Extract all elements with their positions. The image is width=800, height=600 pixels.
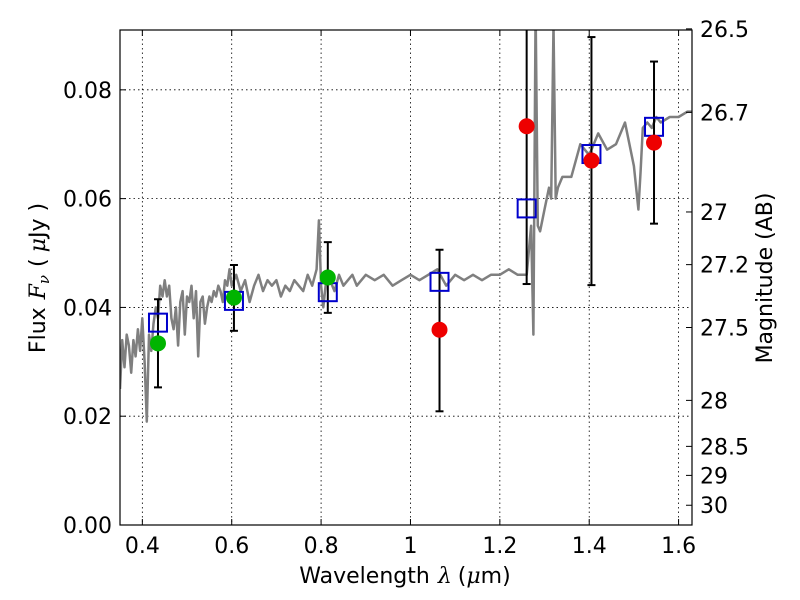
y-tick-label: 0.02 (63, 405, 112, 430)
observed-photometry-markers (149, 118, 663, 352)
magnitude-tick-label: 27 (700, 201, 728, 226)
magnitude-tick-label: 30 (700, 494, 728, 519)
y-tick-label: 0.08 (63, 79, 112, 104)
x-tick-label: 1.2 (482, 534, 517, 559)
red-data-point (518, 118, 535, 135)
green-data-point (225, 289, 242, 306)
green-data-point (319, 269, 336, 286)
magnitude-tick-label: 26.5 (700, 18, 749, 43)
red-data-point (646, 134, 663, 151)
magnitude-tick-label: 28 (700, 389, 728, 414)
y-tick-label: 0.06 (63, 188, 112, 213)
x-tick-label: 0.4 (125, 534, 160, 559)
y-tick-label: 0.04 (63, 296, 112, 321)
x-tick-label: 0.8 (304, 534, 339, 559)
magnitude-tick-label: 27.5 (700, 316, 749, 341)
magnitude-tick-label: 29 (700, 464, 728, 489)
x-axis-ticks: 0.4 0.6 0.8 1 1.2 1.4 1.6 (125, 30, 696, 559)
y-axis-ticks: 0.00 0.02 0.04 0.06 0.08 (63, 79, 126, 539)
model-spectrum-line (120, 30, 692, 423)
red-data-point (583, 152, 600, 169)
error-bars (153, 30, 659, 413)
x-tick-label: 1 (403, 534, 417, 559)
green-data-point (149, 335, 166, 352)
error-bar (522, 30, 531, 286)
x-tick-label: 0.6 (214, 534, 249, 559)
red-data-point (431, 321, 448, 338)
model-photometry-square (516, 198, 537, 219)
magnitude-tick-label: 27.2 (700, 254, 749, 279)
magnitude-tick-label: 28.5 (700, 435, 749, 460)
x-tick-label: 1.6 (661, 534, 696, 559)
x-axis-label: Wavelength λ (μm) (299, 564, 510, 589)
magnitude-tick-label: 26.7 (700, 101, 749, 126)
model-spectrum (120, 30, 692, 423)
y-tick-label: 0.00 (63, 514, 112, 539)
y-axis-label: FluxFν(μJy ) (26, 203, 53, 353)
magnitude-axis-ticks: 26.5 26.7 27 27.2 27.5 28 28.5 29 30 (686, 18, 749, 519)
model-photometry-square (147, 312, 168, 333)
magnitude-axis-label: Magnitude (AB) (753, 193, 778, 364)
plot-frame (119, 29, 693, 526)
model-photometry-square (429, 271, 450, 292)
x-tick-label: 1.4 (572, 534, 607, 559)
